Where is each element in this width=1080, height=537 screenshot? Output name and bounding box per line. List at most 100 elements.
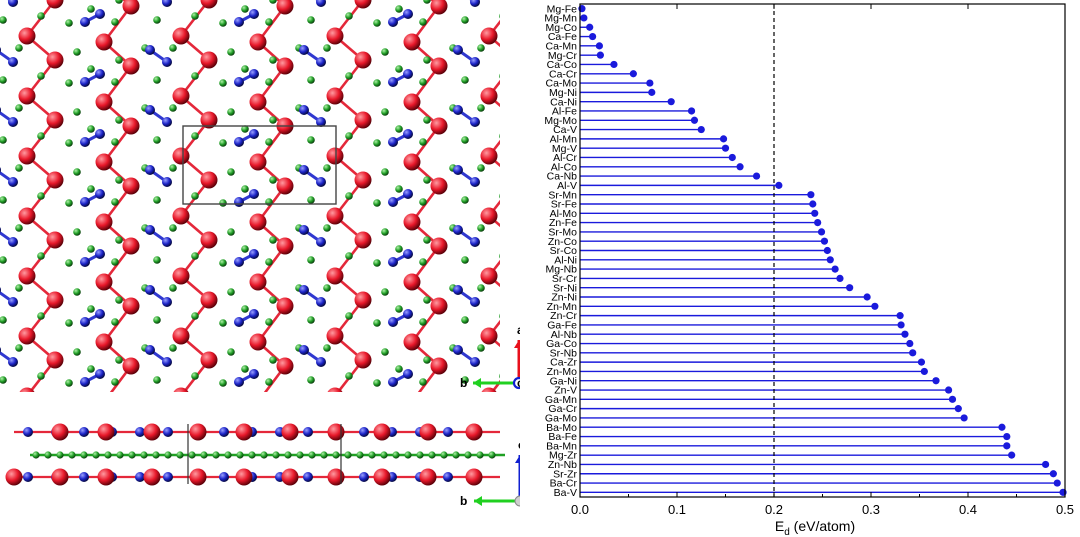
side-green-atom bbox=[452, 451, 460, 459]
green-atom bbox=[115, 0, 123, 4]
blue-atom bbox=[162, 297, 172, 307]
green-atom bbox=[477, 44, 485, 52]
point-ca-ni bbox=[667, 98, 675, 106]
blue-atom bbox=[453, 345, 463, 355]
green-atom bbox=[499, 373, 500, 379]
blue-atom bbox=[162, 237, 172, 247]
blue-atom bbox=[299, 45, 309, 55]
green-atom bbox=[37, 492, 45, 500]
green-atom bbox=[423, 296, 431, 304]
unit-cell-outline bbox=[182, 125, 337, 205]
green-atom bbox=[395, 185, 403, 193]
red-atom bbox=[430, 0, 448, 15]
side-blue-atom bbox=[303, 427, 313, 437]
green-atom bbox=[381, 168, 389, 176]
red-atom bbox=[509, 172, 521, 189]
side-green-atom bbox=[236, 451, 244, 459]
red-atom bbox=[172, 207, 190, 225]
blue-atom bbox=[249, 69, 259, 79]
blue-atom bbox=[80, 17, 90, 27]
green-atom bbox=[87, 5, 95, 13]
blue-atom bbox=[316, 417, 326, 427]
crystal-structure-figure: a b c c b bbox=[0, 0, 521, 508]
green-atom bbox=[37, 192, 45, 200]
side-red-atom bbox=[465, 468, 483, 486]
side-green-atom bbox=[416, 451, 424, 459]
green-atom bbox=[265, 18, 273, 26]
green-atom bbox=[499, 492, 507, 500]
blue-atom bbox=[249, 249, 259, 259]
category-label: Zn-Nb bbox=[548, 459, 577, 471]
green-atom bbox=[37, 312, 45, 320]
side-green-atom bbox=[128, 451, 136, 459]
green-atom bbox=[373, 19, 381, 27]
red-atom bbox=[326, 27, 344, 45]
x-tick-label: 0.0 bbox=[571, 502, 589, 517]
side-green-atom bbox=[68, 451, 76, 459]
side-red-atom bbox=[51, 468, 69, 486]
side-green-atom bbox=[308, 451, 316, 459]
red-atom bbox=[480, 327, 498, 345]
side-green-atom bbox=[272, 451, 280, 459]
green-atom bbox=[269, 56, 277, 64]
green-atom bbox=[15, 404, 23, 412]
green-atom bbox=[373, 499, 381, 507]
green-atom bbox=[87, 485, 95, 493]
red-atom bbox=[46, 0, 64, 9]
point-sr-mn bbox=[807, 191, 815, 199]
blue-bond bbox=[0, 410, 13, 422]
green-atom bbox=[395, 125, 403, 133]
point-zn-co bbox=[820, 237, 829, 245]
red-atom bbox=[19, 387, 35, 392]
red-atom bbox=[95, 93, 113, 111]
green-atom bbox=[111, 318, 119, 326]
red-atom bbox=[480, 207, 498, 225]
green-atom bbox=[241, 485, 249, 493]
point-sr-co bbox=[823, 246, 831, 255]
side-red-atom bbox=[327, 468, 345, 486]
green-atom bbox=[73, 228, 81, 236]
category-label: Ca-Mo bbox=[545, 78, 577, 90]
green-atom bbox=[169, 44, 177, 52]
side-blue-atom bbox=[23, 427, 33, 437]
point-zn-ni bbox=[863, 293, 871, 301]
axis-c-arrow-head bbox=[515, 455, 520, 463]
blue-atom bbox=[95, 189, 105, 199]
side-green-atom bbox=[188, 451, 196, 459]
blue-atom bbox=[470, 0, 480, 7]
green-atom bbox=[461, 16, 469, 24]
green-atom bbox=[115, 116, 123, 124]
category-label: Ga-Co bbox=[546, 338, 577, 350]
category-label: Ba-V bbox=[554, 487, 577, 499]
blue-atom bbox=[403, 129, 413, 139]
green-atom bbox=[153, 76, 161, 84]
blue-atom bbox=[8, 357, 18, 367]
green-atom bbox=[87, 305, 95, 313]
category-label: Mg-Co bbox=[545, 22, 577, 34]
unit-cell-rect bbox=[182, 125, 337, 205]
side-red-atom bbox=[373, 423, 391, 441]
blue-atom bbox=[299, 105, 309, 115]
category-label: Sr-Mn bbox=[548, 189, 577, 201]
blue-atom bbox=[145, 405, 155, 415]
green-atom bbox=[65, 439, 73, 447]
red-atom bbox=[430, 237, 448, 255]
blue-atom bbox=[249, 129, 259, 139]
blue-atom bbox=[145, 105, 155, 115]
side-red-atom bbox=[235, 423, 253, 441]
category-label: Sr-Zr bbox=[553, 468, 577, 480]
red-atom bbox=[172, 267, 190, 285]
side-red-atom bbox=[97, 468, 115, 486]
green-atom bbox=[153, 316, 161, 324]
green-atom bbox=[111, 438, 119, 446]
side-blue-atom bbox=[163, 427, 173, 437]
green-atom bbox=[191, 372, 199, 380]
red-atom bbox=[122, 0, 140, 15]
red-atom bbox=[276, 237, 294, 255]
green-atom bbox=[423, 236, 431, 244]
green-atom bbox=[0, 256, 7, 264]
x-tick-label: 0.3 bbox=[862, 502, 880, 517]
point-mg-cr bbox=[596, 51, 604, 59]
blue-atom bbox=[299, 165, 309, 175]
blue-atom bbox=[8, 57, 18, 67]
